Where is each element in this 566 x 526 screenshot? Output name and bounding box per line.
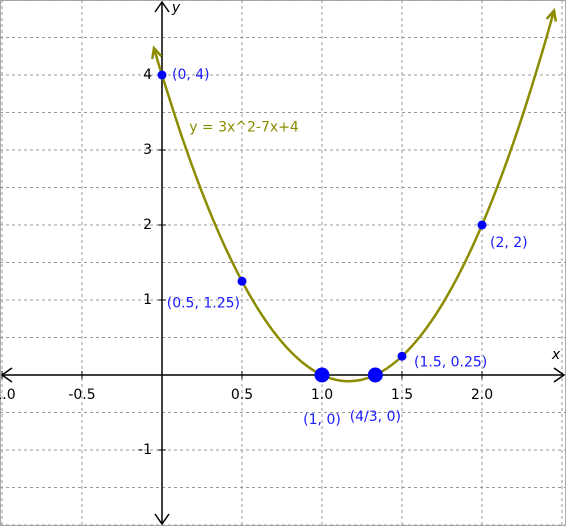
y-tick-label: 4 [143, 67, 152, 83]
point-label: (1, 0) [303, 412, 341, 428]
point-label: (1.5, 0.25) [414, 354, 487, 370]
point [314, 367, 330, 383]
point [397, 351, 407, 361]
y-axis-label: y [171, 0, 181, 16]
x-tick-label: 1.0 [311, 387, 333, 403]
y-tick-label: -1 [138, 442, 152, 458]
x-tick-label: 0.5 [231, 387, 253, 403]
point [237, 276, 247, 286]
y-arrow [154, 0, 170, 526]
x-tick-label: 2.0 [471, 387, 493, 403]
curve-arrow [151, 45, 163, 60]
curve [152, 10, 556, 383]
point-label: (2, 2) [490, 235, 528, 251]
y-tick-label: 2 [143, 217, 152, 233]
point-label: (0.5, 1.25) [167, 295, 240, 311]
point [477, 220, 487, 230]
curve-arrow [545, 7, 558, 22]
x-tick-label: -1.0 [0, 387, 16, 403]
plot: y = 3x^2-7x+4 (0, 4) (0.5, 1.25) (1, 0) (4/3… [151, 7, 558, 428]
x-tick-label: 1.5 [391, 387, 413, 403]
point-label: (0, 4) [172, 67, 210, 83]
y-tick-label: 3 [143, 142, 152, 158]
y-tick-label: 1 [143, 292, 152, 308]
curve-label: y = 3x^2-7x+4 [189, 120, 299, 136]
x-tick-label: -0.5 [68, 387, 95, 403]
point [157, 70, 167, 80]
point-label: (4/3, 0) [350, 409, 401, 425]
point [367, 367, 383, 383]
x-axis-label: x [551, 347, 561, 363]
